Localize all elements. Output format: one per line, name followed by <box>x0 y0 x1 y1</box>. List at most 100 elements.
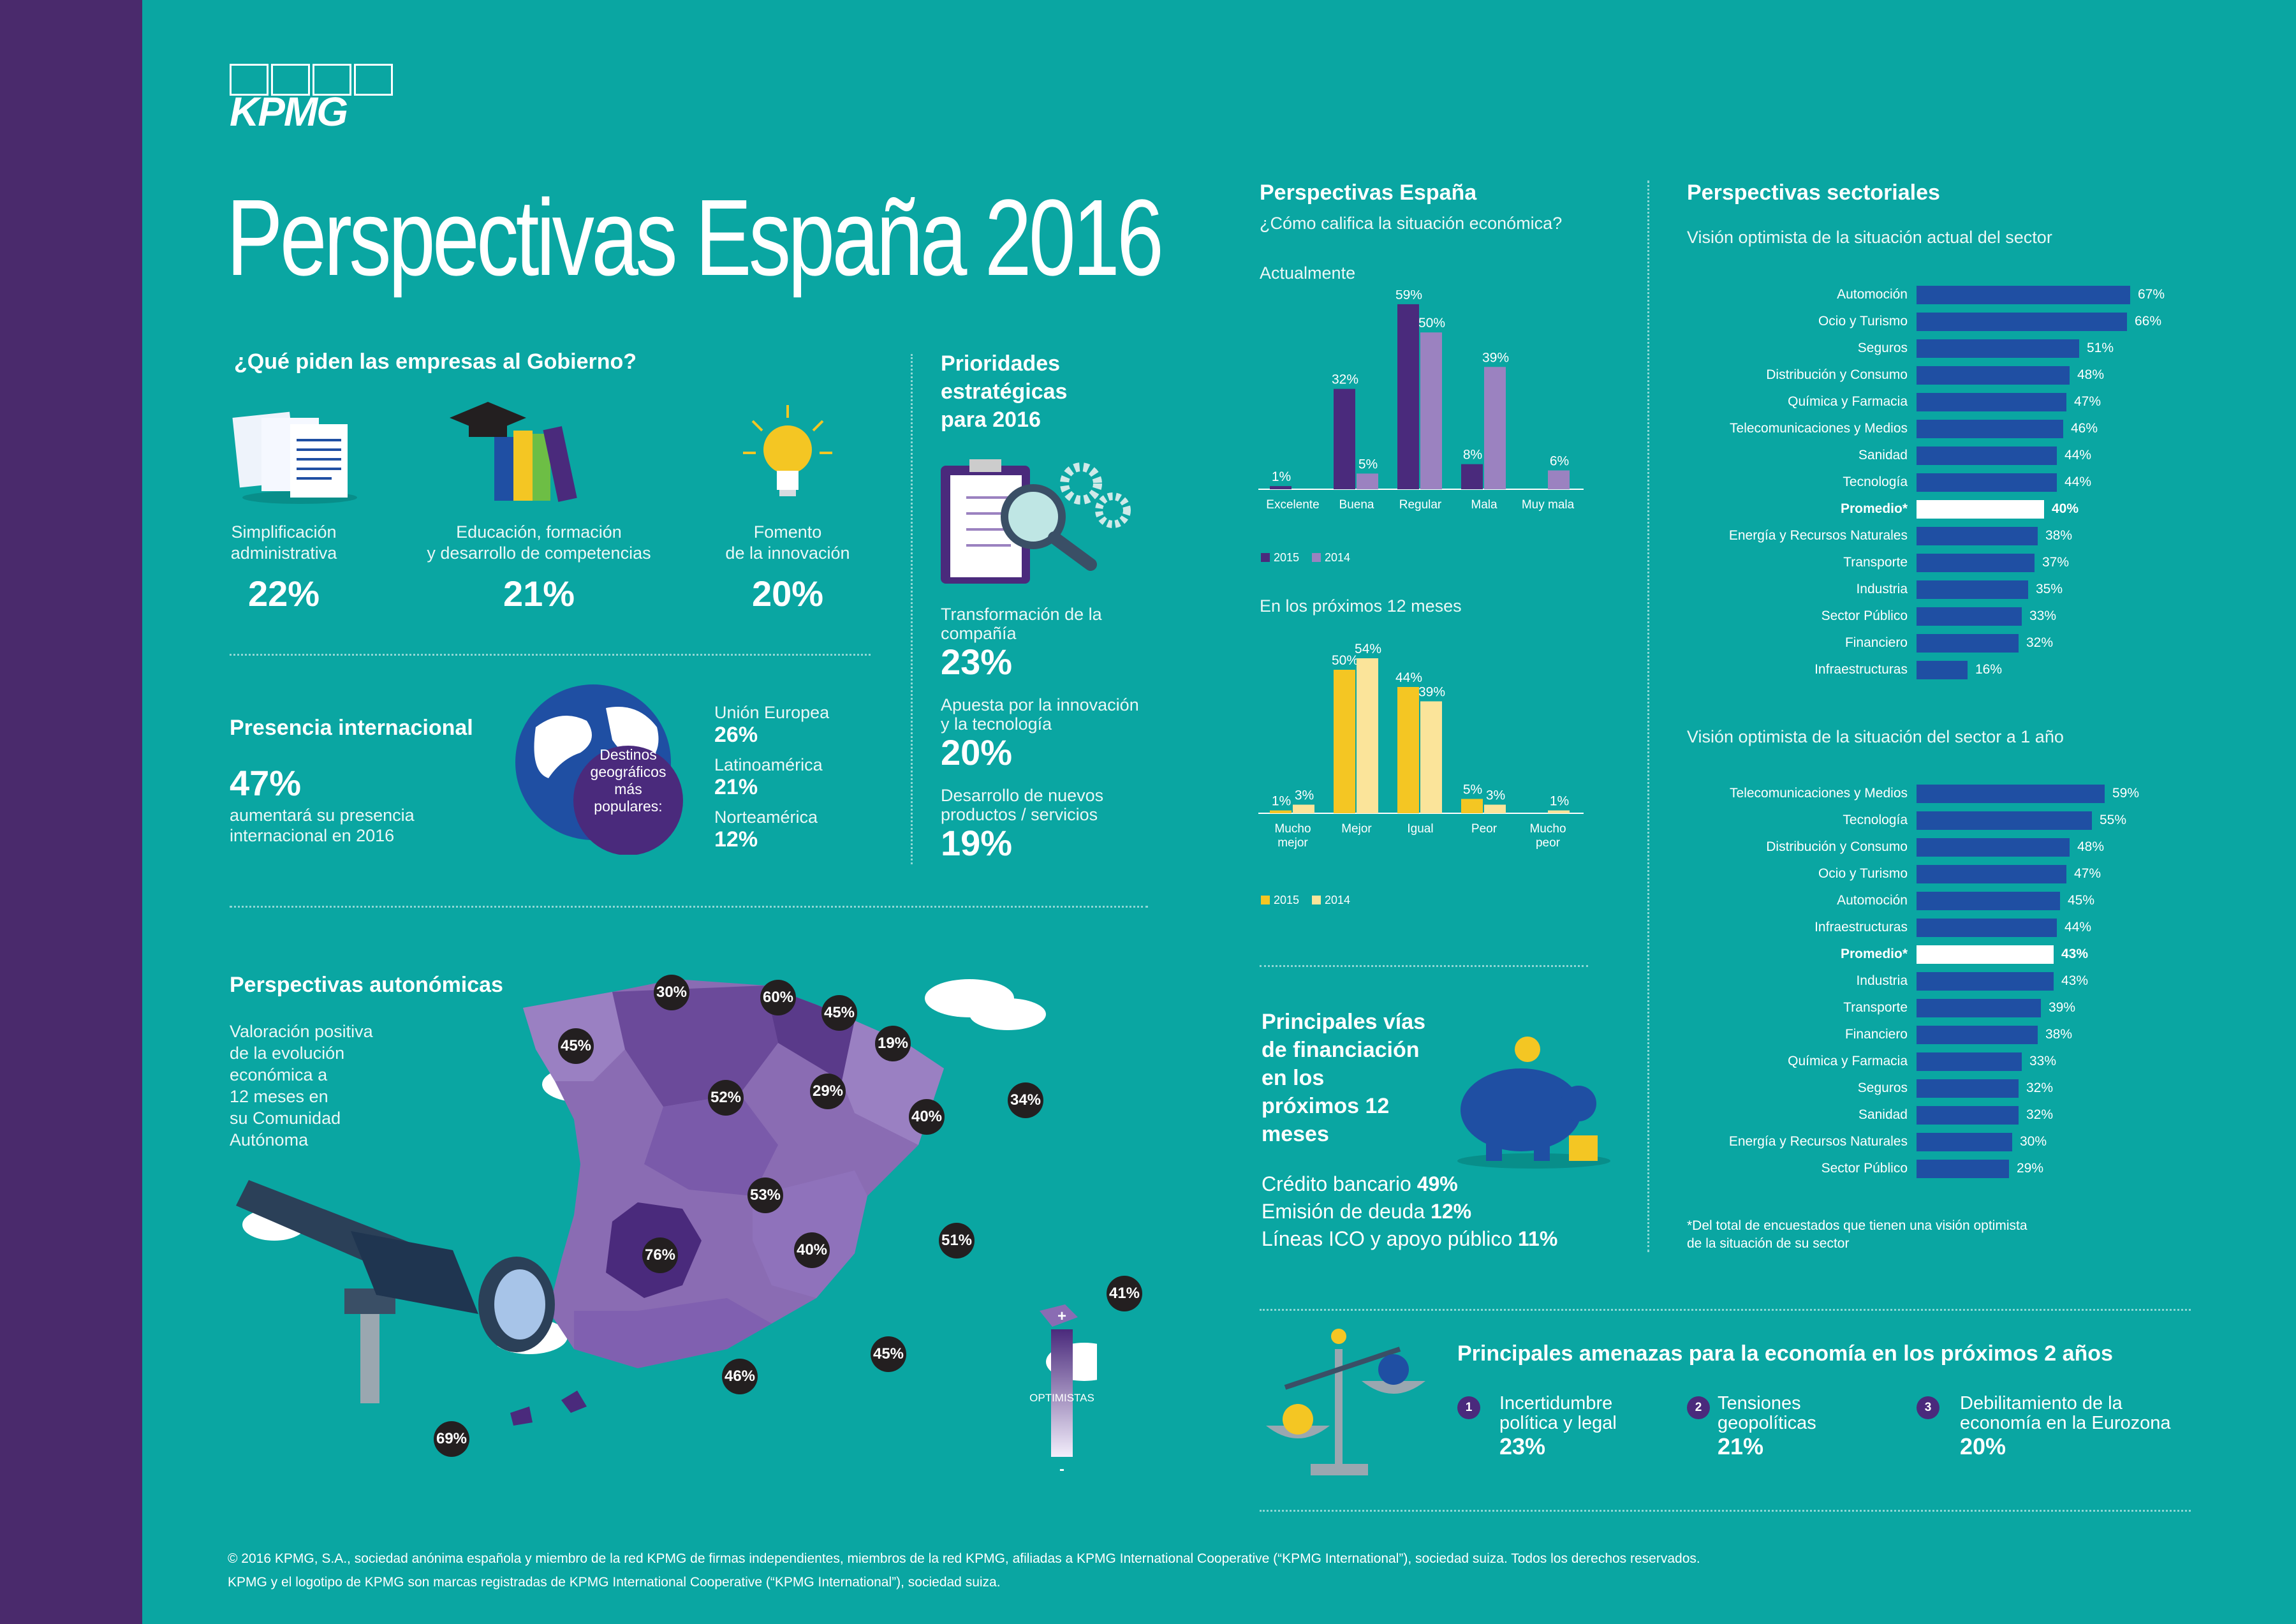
financiacion-value-1: 49% <box>1417 1172 1458 1195</box>
sector-label: Promedio* <box>1840 501 1908 516</box>
bar-value-label: 32% <box>1332 373 1358 387</box>
legend-label: 2014 <box>1325 551 1350 564</box>
category-label: Igual <box>1407 822 1433 836</box>
legend-gradient <box>1051 1329 1073 1457</box>
sector-label: Sanidad <box>1858 448 1908 462</box>
sectoriales-heading: Perspectivas sectoriales <box>1687 181 1940 205</box>
sector-label: Energía y Recursos Naturales <box>1728 1134 1908 1149</box>
sector-bar <box>1917 473 2057 492</box>
amenaza-label-2: Tensiones geopolíticas <box>1718 1393 1816 1433</box>
page-title: Perspectivas España 2016 <box>226 177 1164 299</box>
sector-value: 35% <box>2036 582 2063 596</box>
globe-icon <box>515 684 683 855</box>
financiacion-items: Crédito bancario 49% Emisión de deuda 12… <box>1262 1170 1557 1253</box>
sector-value: 59% <box>2112 786 2140 801</box>
region-badge: 19% <box>875 1026 911 1061</box>
bar-value-label: 3% <box>1486 788 1505 803</box>
sector-label: Ocio y Turismo <box>1818 866 1908 881</box>
sector-bar <box>1917 945 2054 964</box>
bar-2014 <box>1293 804 1314 813</box>
sector-label: Infraestructuras <box>1814 920 1908 934</box>
amenazas-heading: Principales amenazas para la economía en… <box>1457 1341 2113 1366</box>
bar-2015 <box>1461 799 1483 813</box>
sector-value: 38% <box>2045 528 2073 543</box>
chart2-title: En los próximos 12 meses <box>1260 596 1462 616</box>
region-badge: 46% <box>722 1359 758 1394</box>
region-badge: 53% <box>747 1177 783 1213</box>
scales-icon <box>1266 1329 1425 1475</box>
bar-2014 <box>1357 658 1378 813</box>
legend-swatch <box>1312 896 1321 904</box>
sector-value: 43% <box>2061 947 2089 961</box>
bar-value-label: 5% <box>1358 457 1378 471</box>
bar-2014 <box>1420 701 1442 813</box>
region-badge: 34% <box>1008 1082 1043 1118</box>
legend-label: 2015 <box>1274 551 1299 564</box>
bar-value-label: 54% <box>1355 642 1381 656</box>
category-label: Muy mala <box>1522 498 1575 512</box>
category-label: Mucho <box>1274 822 1311 836</box>
amenaza-value-1: 23% <box>1499 1433 1546 1459</box>
sector-value: 46% <box>2071 421 2098 436</box>
financiacion-heading: Principales vías de financiación en los … <box>1262 1010 1426 1146</box>
prioridad-label-1: Transformación de la compañía <box>941 605 1102 643</box>
sector-un-ano-chart: Telecomunicaciones y Medios 59% Tecnología… <box>1658 785 2232 1181</box>
sector-label: Financiero <box>1844 1027 1908 1042</box>
legend-plus: + <box>1057 1308 1066 1325</box>
sector-value: 30% <box>2020 1134 2047 1149</box>
bar-2015 <box>1270 810 1292 813</box>
category-label: Mejor <box>1341 822 1372 836</box>
gobierno-label-1: Simplificación administrativa <box>230 522 337 563</box>
bar-value-label: 39% <box>1482 350 1509 365</box>
sector-bar <box>1917 811 2092 830</box>
sector-label: Seguros <box>1857 1081 1908 1095</box>
bar-value-label: 39% <box>1418 685 1445 700</box>
sector-chart2-title: Visión optimista de la situación del sec… <box>1687 727 2064 746</box>
internacional-heading: Presencia internacional <box>230 716 473 740</box>
legend-swatch <box>1261 553 1270 562</box>
region-badge: 41% <box>1107 1276 1142 1311</box>
sector-label: Sector Público <box>1821 609 1908 623</box>
sector-label: Sanidad <box>1858 1107 1908 1122</box>
sector-bar <box>1917 339 2079 358</box>
sector-value: 33% <box>2029 1054 2057 1068</box>
bar-value-label: 1% <box>1550 794 1569 809</box>
gobierno-label-3: Fomento de la innovación <box>725 522 850 563</box>
financiacion-label-1: Crédito bancario <box>1262 1172 1411 1195</box>
bar-value-label: 6% <box>1550 454 1569 469</box>
sector-label: Tecnología <box>1843 813 1908 827</box>
divider <box>1260 1309 2191 1311</box>
sector-value: 32% <box>2026 635 2054 650</box>
sector-value: 32% <box>2026 1107 2054 1122</box>
sector-label: Industria <box>1856 582 1908 596</box>
gobierno-value-1: 22% <box>247 573 320 614</box>
prioridad-value-1: 23% <box>941 642 1013 682</box>
internacional-value: 47% <box>230 763 302 803</box>
footer-line-1: © 2016 KPMG, S.A., sociedad anónima espa… <box>228 1551 1700 1566</box>
sector-label: Energía y Recursos Naturales <box>1728 528 1908 543</box>
sector-label: Seguros <box>1857 341 1908 355</box>
category-label: Excelente <box>1266 498 1319 512</box>
sector-bar <box>1917 838 2070 857</box>
bar-2015 <box>1397 304 1419 489</box>
amenaza-number-1: 1 <box>1457 1396 1480 1419</box>
optimistas-legend: + OPTIMISTAS - <box>1029 1308 1094 1479</box>
bar-2014 <box>1548 810 1570 813</box>
sector-value: 45% <box>2068 893 2095 908</box>
sector-bar <box>1917 554 2035 572</box>
region-badge: 45% <box>821 995 857 1031</box>
sector-bar <box>1917 447 2057 465</box>
sector-actual-chart: Automoción 67% Ocio y Turismo 66% Seguros 51%… <box>1658 286 2232 683</box>
sector-value: 47% <box>2074 866 2101 881</box>
bar-2015 <box>1334 388 1355 489</box>
region-badge: 52% <box>708 1080 744 1116</box>
category-label: Mala <box>1471 498 1498 512</box>
sector-value: 44% <box>2064 448 2092 462</box>
sector-value: 33% <box>2029 609 2057 623</box>
sector-value: 47% <box>2074 394 2101 409</box>
left-sidebar-band <box>0 0 142 1624</box>
financiacion-value-2: 12% <box>1431 1200 1472 1223</box>
bar-2014 <box>1484 367 1506 489</box>
legend-swatch <box>1261 896 1270 904</box>
telescope-icon <box>236 1180 555 1403</box>
